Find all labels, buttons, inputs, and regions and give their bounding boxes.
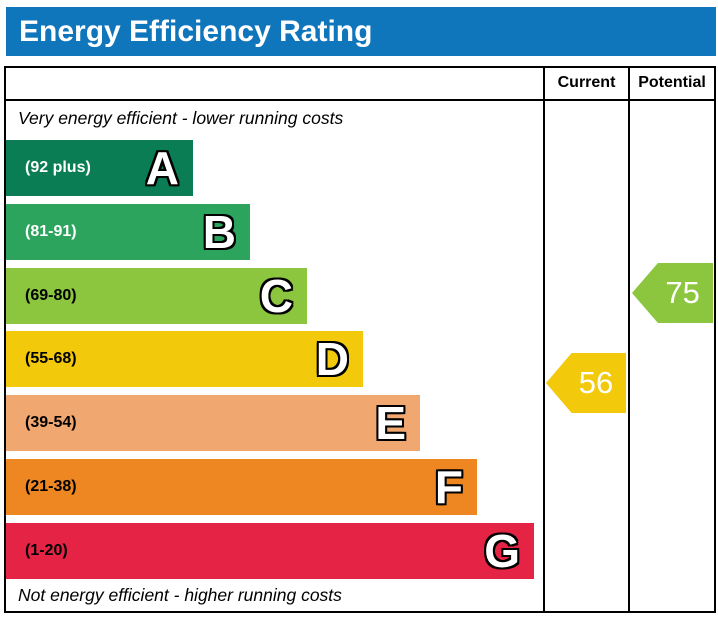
column-header-current-cell: Current [543,68,628,101]
epc-rating-table: Current Potential Very energy efficient … [4,66,716,613]
rating-band-e: (39-54) E [6,395,420,451]
bottom-note: Not energy efficient - higher running co… [18,585,342,605]
column-header-current: Current [557,74,616,91]
rating-bands-area: Very energy efficient - lower running co… [6,101,543,611]
band-range-label: (55-68) [25,350,77,367]
header-spacer-cell [6,68,543,101]
potential-rating-arrow: 75 [632,263,713,323]
rating-band-a: (92 plus) A [6,140,193,196]
top-note: Very energy efficient - lower running co… [18,108,344,128]
rating-band-b: (81-91) B [6,204,250,260]
rating-band-d: (55-68) D [6,331,363,387]
band-range-label: (39-54) [25,414,77,431]
current-rating-arrow: 56 [546,353,626,413]
band-range-label: (92 plus) [25,159,91,176]
band-range-label: (1-20) [25,542,68,559]
band-letter: C [259,269,295,324]
page-title: Energy Efficiency Rating [6,7,716,56]
band-range-label: (81-91) [25,223,77,240]
band-letter: B [202,205,238,260]
column-header-potential: Potential [638,74,706,91]
rating-band-c: (69-80) C [6,268,307,324]
column-header-potential-cell: Potential [628,68,714,101]
band-range-label: (69-80) [25,287,77,304]
potential-rating-value: 75 [665,275,700,310]
current-column: 56 [543,101,628,611]
rating-band-f: (21-38) F [6,459,477,515]
band-letter: F [434,460,465,515]
band-range-label: (21-38) [25,478,77,495]
potential-column: 75 [628,101,714,611]
band-letter: D [315,332,351,387]
band-letter: G [483,524,521,579]
band-letter: E [374,396,407,451]
band-letter: A [145,141,181,196]
rating-band-g: (1-20) G [6,523,534,579]
current-rating-value: 56 [578,365,614,400]
